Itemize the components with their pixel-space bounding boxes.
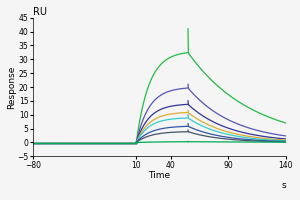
- Text: s: s: [281, 181, 286, 190]
- X-axis label: Time: Time: [148, 171, 170, 180]
- Text: RU: RU: [33, 7, 47, 17]
- Y-axis label: Response: Response: [7, 65, 16, 109]
